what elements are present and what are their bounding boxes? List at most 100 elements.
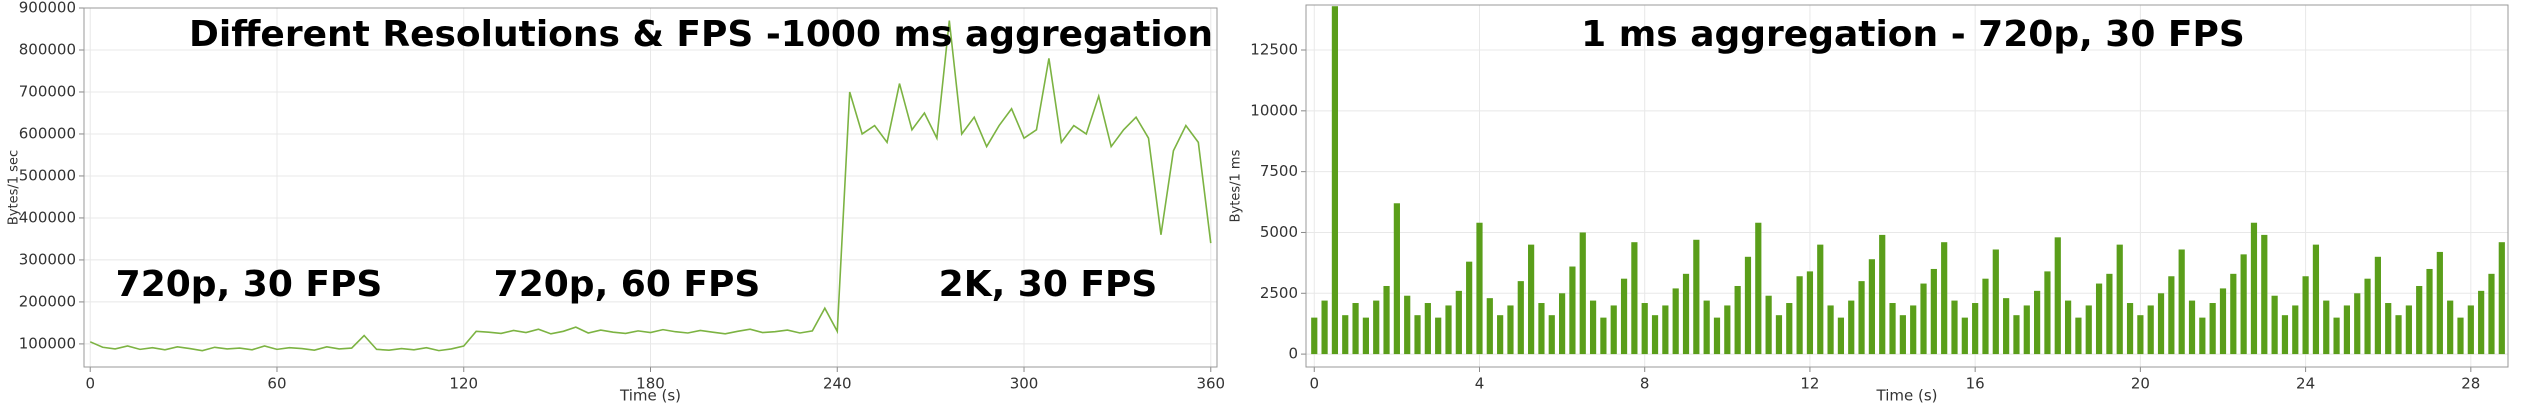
bar (1569, 266, 1576, 355)
bar (1641, 303, 1648, 355)
bar (2498, 242, 2505, 355)
x-tick-label: 240 (823, 375, 852, 393)
bar (1765, 295, 1772, 355)
x-tick-label: 0 (85, 375, 95, 393)
bar (1558, 293, 1566, 355)
y-axis-label: Bytes/1 ms (1229, 149, 1244, 222)
bar (1352, 303, 1359, 355)
bar (1930, 268, 1937, 355)
x-axis-label: Time (s) (619, 387, 681, 405)
bar (1445, 305, 1452, 355)
x-tick-label: 120 (449, 375, 478, 393)
bar (1662, 305, 1669, 355)
bar (2343, 305, 2351, 355)
y-tick-label: 600000 (19, 124, 76, 142)
data-line (89, 20, 1212, 352)
bar (1435, 317, 1442, 355)
bar (2333, 317, 2340, 355)
x-tick-label: 20 (2131, 375, 2150, 393)
bar (2054, 237, 2061, 355)
bar (2250, 222, 2258, 355)
bar (1331, 6, 1339, 355)
bar (2240, 254, 2247, 355)
bar (1486, 298, 1493, 355)
x-tick-label: 60 (267, 375, 286, 393)
bar (2426, 268, 2433, 355)
annotation: 2K, 30 FPS (939, 264, 1158, 305)
y-tick-label: 800000 (19, 40, 76, 58)
bar (1404, 295, 1411, 355)
bar (2085, 305, 2092, 355)
bar (2157, 293, 2165, 355)
bar (1972, 303, 1979, 355)
bar (1672, 288, 1679, 355)
y-tick-label: 5000 (1260, 223, 1298, 241)
bar (1517, 281, 1524, 355)
x-tick-label: 180 (636, 375, 665, 393)
bar (2261, 234, 2268, 355)
bar (1817, 244, 1824, 355)
bar (1982, 278, 1989, 355)
bar (1383, 285, 1390, 355)
bar (1796, 276, 1803, 355)
bar (2488, 273, 2495, 355)
bar (1579, 232, 1586, 355)
bar (2147, 305, 2154, 355)
bar (2126, 303, 2134, 355)
bar (1424, 303, 1431, 355)
y-tick-label: 900000 (19, 0, 76, 17)
bar (1631, 242, 1638, 355)
bar (1734, 285, 1741, 355)
bar (1311, 317, 1318, 355)
y-tick-label: 700000 (19, 82, 76, 100)
bar (2457, 317, 2464, 355)
bar (2044, 271, 2051, 355)
bar (1548, 315, 1555, 355)
bar (2168, 276, 2175, 355)
bar (2034, 290, 2041, 355)
annotation: 720p, 30 FPS (116, 264, 383, 305)
bar (2323, 300, 2330, 355)
bar (2478, 290, 2485, 355)
bar (2023, 305, 2030, 355)
bar (2385, 303, 2392, 355)
bar (2137, 315, 2144, 355)
bar (1941, 242, 1948, 355)
x-tick-label: 24 (2296, 375, 2315, 393)
bar (1827, 305, 1834, 355)
bar (1393, 203, 1400, 355)
bar (2116, 244, 2123, 355)
chart-title: 1 ms aggregation - 720p, 30 FPS (1581, 14, 2245, 55)
bar (1879, 234, 1886, 355)
bar (1538, 303, 1545, 355)
y-tick-label: 100000 (19, 334, 76, 352)
bar (1682, 273, 1690, 355)
x-tick-label: 300 (1010, 375, 1039, 393)
bar (1476, 222, 1483, 355)
bar (2405, 305, 2412, 355)
bar (1507, 305, 1514, 355)
annotation: 720p, 60 FPS (494, 264, 761, 305)
bar (1342, 315, 1349, 355)
bar (1755, 222, 1762, 355)
y-tick-label: 500000 (19, 166, 76, 184)
bar (1497, 315, 1504, 355)
bar (1806, 271, 1814, 355)
bar (2312, 244, 2320, 355)
bar (2199, 317, 2206, 355)
bar (2178, 249, 2185, 355)
bar (1848, 300, 1855, 355)
bar (1466, 261, 1473, 355)
bar (1321, 300, 1328, 355)
y-tick-label: 2500 (1260, 284, 1298, 302)
bar (1713, 317, 1721, 355)
x-tick-label: 28 (2461, 375, 2480, 393)
x-tick-label: 4 (1475, 375, 1485, 393)
y-tick-label: 400000 (19, 208, 76, 226)
bar (1858, 281, 1865, 355)
bar (1786, 303, 1793, 355)
bar (1693, 239, 1700, 355)
bar (1455, 290, 1462, 355)
y-axis-label: Bytes/1 sec (7, 150, 22, 225)
